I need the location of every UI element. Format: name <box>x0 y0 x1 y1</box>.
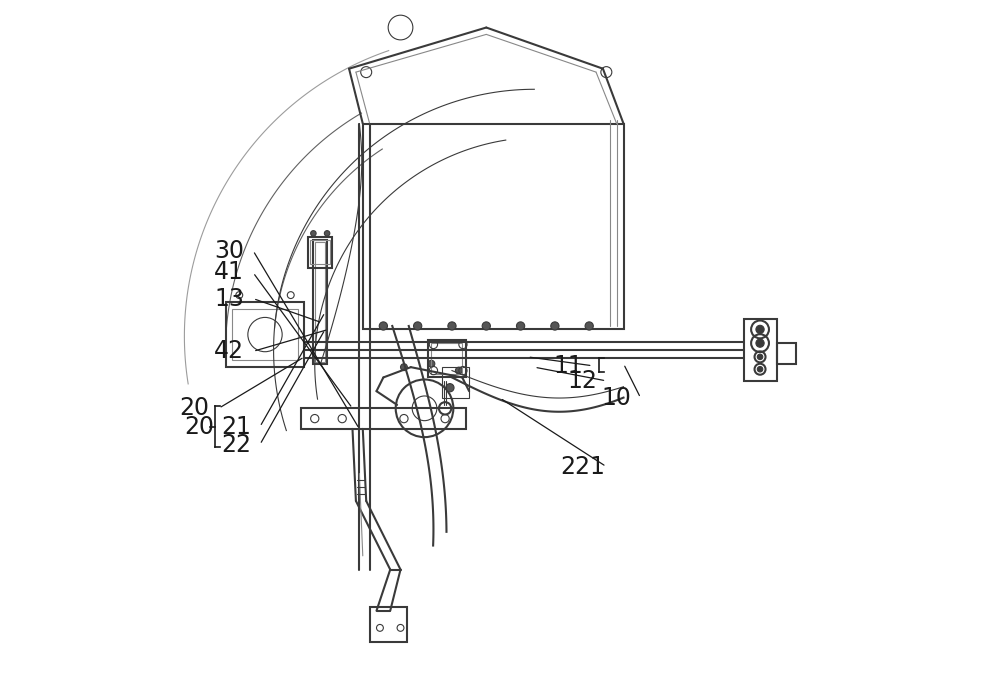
Text: 21: 21 <box>221 415 251 439</box>
Circle shape <box>379 322 387 330</box>
Bar <box>315 242 325 362</box>
Text: 20: 20 <box>184 415 214 439</box>
Circle shape <box>756 339 764 347</box>
Bar <box>226 302 304 368</box>
Circle shape <box>551 322 559 330</box>
Bar <box>777 343 796 364</box>
Bar <box>310 240 330 264</box>
Circle shape <box>756 326 764 333</box>
Text: 42: 42 <box>214 340 244 363</box>
Text: 30: 30 <box>214 239 244 262</box>
Circle shape <box>448 322 456 330</box>
Bar <box>370 608 407 642</box>
Bar <box>232 309 298 360</box>
Text: 12: 12 <box>567 369 597 393</box>
Bar <box>363 124 624 330</box>
Bar <box>428 340 466 377</box>
Bar <box>431 343 462 374</box>
Text: 20: 20 <box>180 396 210 420</box>
Circle shape <box>455 368 462 374</box>
Circle shape <box>401 364 407 370</box>
Bar <box>313 240 327 364</box>
Bar <box>744 319 777 381</box>
Circle shape <box>324 230 330 236</box>
Circle shape <box>446 384 454 392</box>
Text: 10: 10 <box>602 386 632 410</box>
Circle shape <box>482 322 490 330</box>
Text: 11: 11 <box>554 354 583 378</box>
Circle shape <box>757 367 763 372</box>
Bar <box>442 368 469 398</box>
Circle shape <box>585 322 593 330</box>
Circle shape <box>757 354 763 360</box>
Circle shape <box>414 322 422 330</box>
Circle shape <box>311 230 316 236</box>
Circle shape <box>428 360 435 368</box>
Text: 41: 41 <box>214 260 244 284</box>
Text: 13: 13 <box>214 286 244 311</box>
Bar <box>301 408 466 429</box>
Text: 22: 22 <box>221 433 251 456</box>
Text: 221: 221 <box>560 454 605 479</box>
Bar <box>308 237 332 267</box>
Circle shape <box>516 322 525 330</box>
